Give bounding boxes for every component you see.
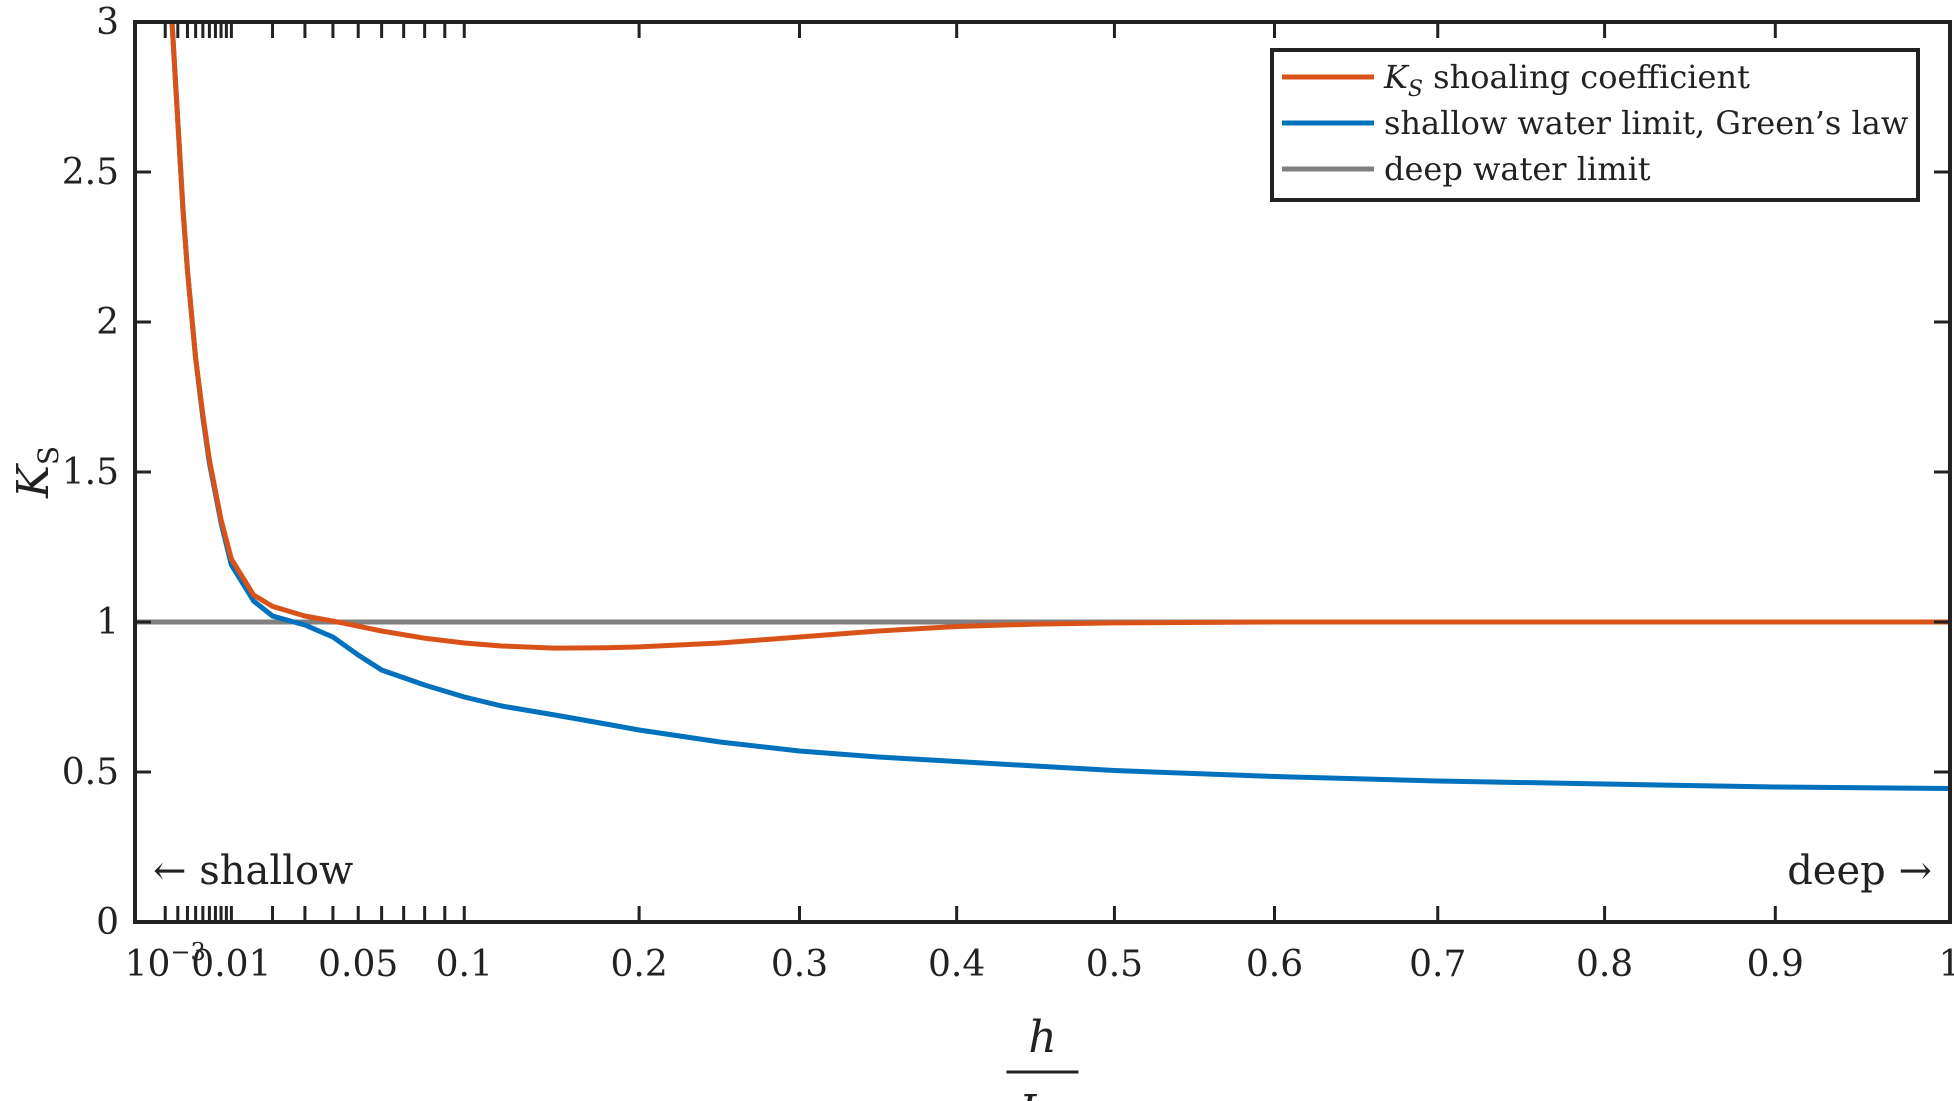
series-line-shoaling [169, 22, 1950, 651]
ticks-layer: 0 0.5 1 1.5 2 2.5 3 10−30.01 0.05 0.1 0.2 0.3 0.4 0.5… [62, 2, 1954, 985]
y-tick-label: 0 [96, 902, 119, 943]
x-tick-label: 0.5 [1086, 944, 1143, 985]
x-axis-label: h L0 [1006, 1012, 1079, 1101]
x-tick-label: 0.2 [610, 944, 667, 985]
legend: KS shoaling coefficient shallow water li… [1270, 48, 1920, 202]
y-tick-label: 1.5 [62, 452, 119, 493]
y-tick-label: 1 [96, 602, 119, 643]
y-tick-label: 0.5 [62, 752, 119, 793]
x-tick-label: 0.8 [1576, 944, 1633, 985]
x-axis-label-den-base: L [1018, 1086, 1048, 1101]
x-axis-label-denominator: L0 [1018, 1086, 1066, 1101]
x-tick-label: 0.3 [771, 944, 828, 985]
x-tick-label: 0.01 [191, 944, 271, 985]
legend-label-green-law: shallow water limit, Green’s law [1384, 104, 1908, 142]
y-axis-label: KS [8, 446, 65, 499]
x-tick-label: 0.7 [1409, 944, 1466, 985]
x-tick-label: 1 [1939, 944, 1954, 985]
annotation-shallow: ← shallow [153, 848, 353, 894]
y-axis-label-base: K [8, 463, 59, 499]
legend-box [1270, 48, 1920, 202]
x-tick-label: 0.6 [1246, 944, 1303, 985]
y-tick-label: 2.5 [62, 152, 119, 193]
series-layer [135, 22, 1950, 791]
x-tick-label: 0.05 [318, 944, 398, 985]
x-tick-label: 0.9 [1747, 944, 1804, 985]
x-tick-label: 0.4 [928, 944, 985, 985]
y-tick-label: 3 [96, 2, 119, 43]
x-tick-label: 10−3 [125, 938, 206, 985]
legend-label-shoaling: KS shoaling coefficient [1383, 58, 1750, 102]
y-tick-label: 2 [96, 302, 119, 343]
x-axis-label-numerator: h [1028, 1012, 1056, 1063]
y-axis-label-sub: S [32, 446, 65, 465]
x-tick-label: 0.1 [436, 944, 493, 985]
legend-label-deep-water: deep water limit [1384, 150, 1651, 188]
annotation-deep: deep → [1787, 848, 1932, 894]
